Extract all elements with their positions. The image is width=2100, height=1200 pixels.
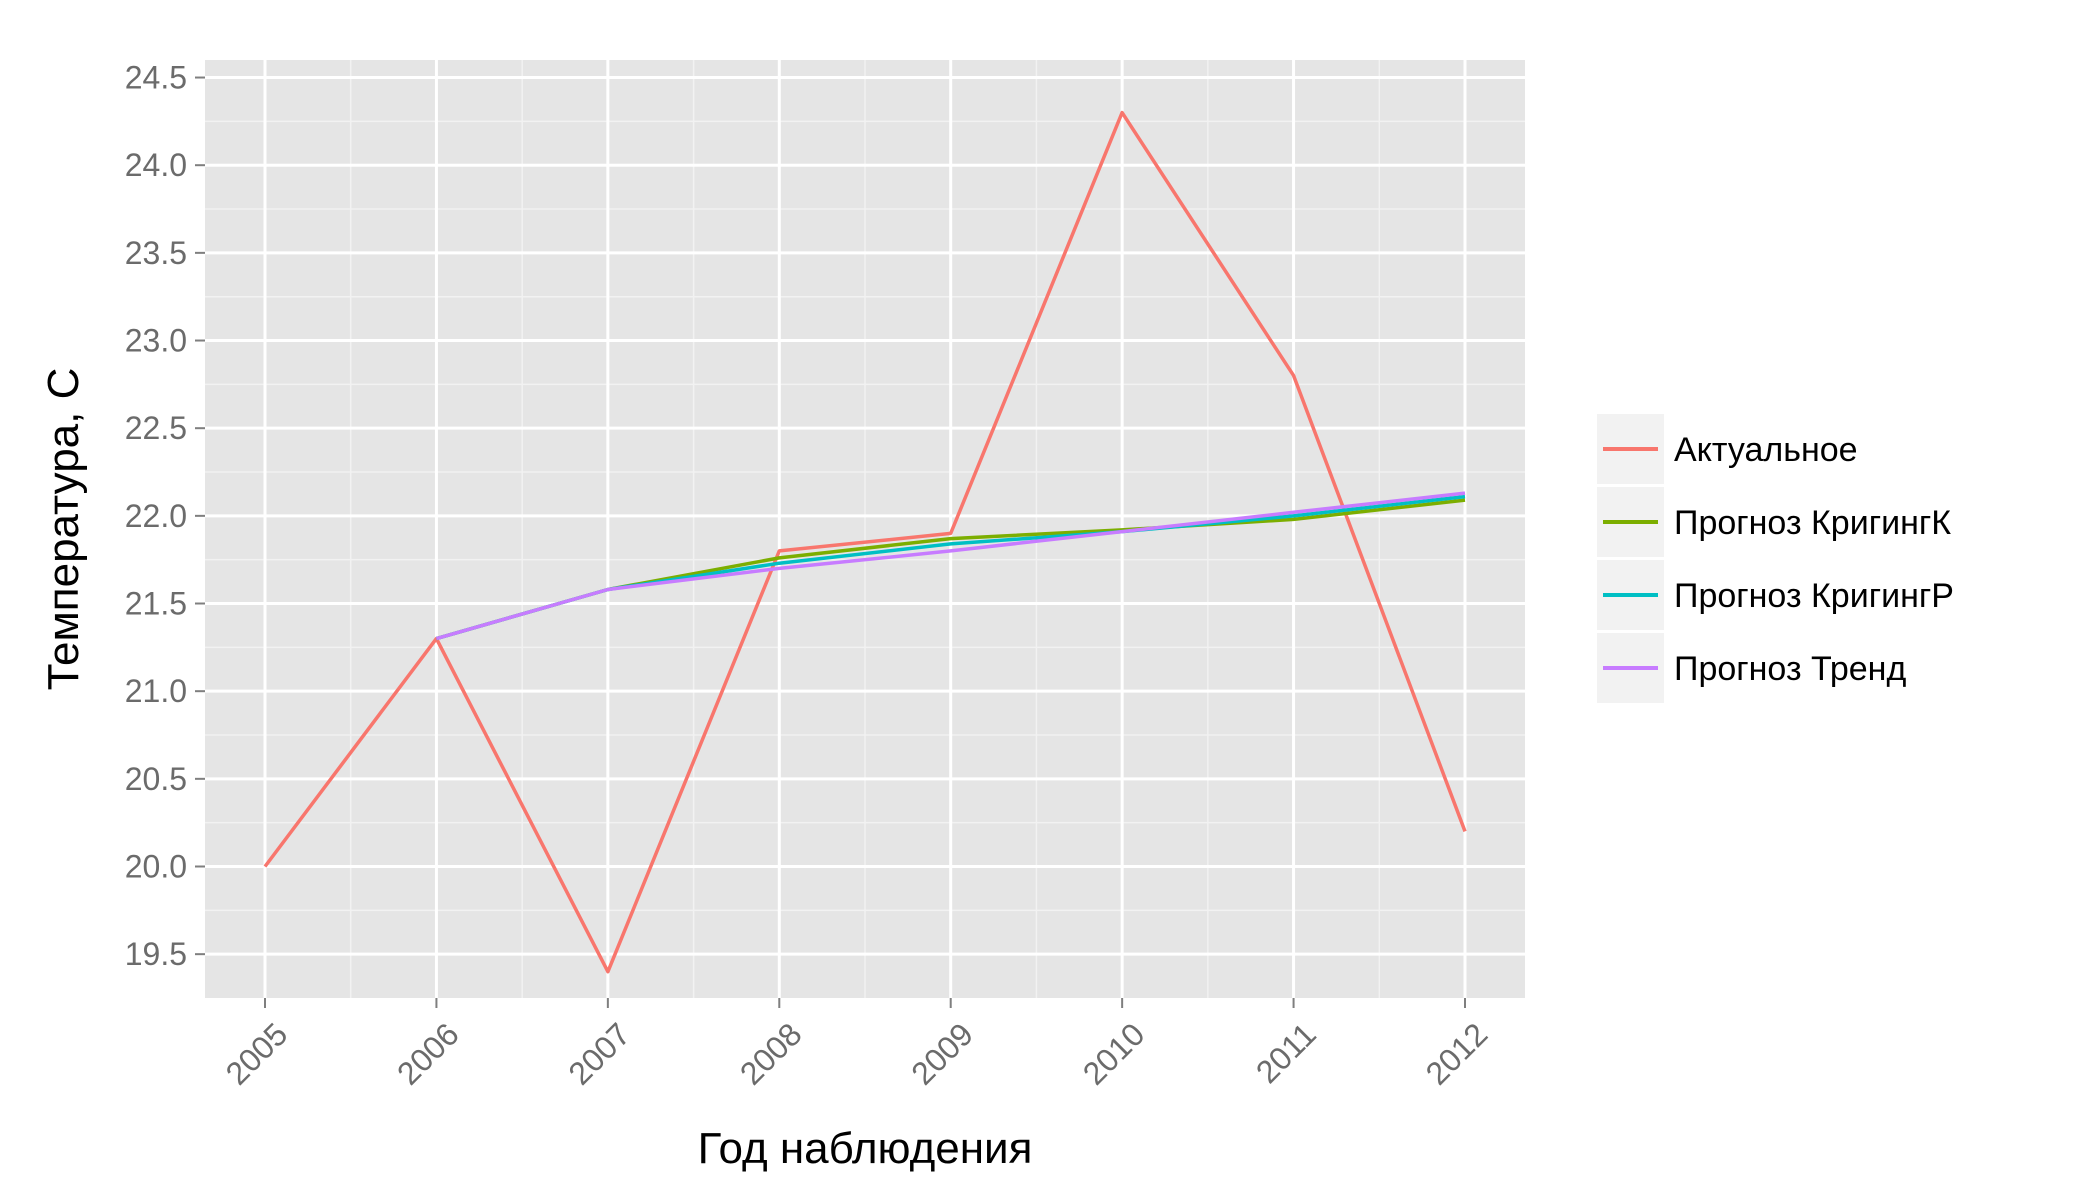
x-tick-label: 2007 — [561, 1016, 637, 1092]
legend-label: Прогноз Тренд — [1674, 650, 1906, 688]
legend-label: Актуальное — [1674, 431, 1858, 469]
y-tick-label: 24.0 — [125, 147, 187, 183]
y-tick-label: 22.0 — [125, 498, 187, 534]
x-tick-label: 2012 — [1419, 1016, 1495, 1092]
y-axis: 19.5 20.0 20.5 21.0 21.5 22.0 22.5 23.0 23.5 24.0… — [125, 60, 205, 972]
y-tick-label: 20.0 — [125, 849, 187, 885]
major-gridlines — [205, 60, 1525, 998]
x-axis-title: Год наблюдения — [698, 1124, 1033, 1173]
series-lines — [263, 110, 1467, 974]
minor-gridlines — [205, 60, 1525, 998]
x-tick-label: 2006 — [390, 1016, 466, 1092]
x-tick-label: 2005 — [219, 1016, 295, 1092]
legend: Актуальное Прогноз КригингК Прогноз Кригин… — [1597, 414, 1954, 703]
y-tick-label: 21.0 — [125, 673, 187, 709]
y-tick-label: 20.5 — [125, 761, 187, 797]
y-tick-label: 19.5 — [125, 936, 187, 972]
legend-label: Прогноз КригингР — [1674, 577, 1954, 615]
x-tick-label: 2008 — [733, 1016, 809, 1092]
legend-label: Прогноз КригингК — [1674, 504, 1951, 542]
series-line-1 — [263, 110, 1467, 974]
series-line-4 — [435, 491, 1466, 641]
x-axis: 2005 2006 2007 2008 2009 2010 2011 2012 — [219, 998, 1495, 1092]
x-tick-label: 2009 — [904, 1016, 980, 1092]
y-tick-label: 23.0 — [125, 323, 187, 359]
y-tick-label: 24.5 — [125, 60, 187, 96]
y-tick-label: 22.5 — [125, 410, 187, 446]
x-tick-label: 2011 — [1249, 1016, 1323, 1090]
y-axis-title: Температура, С — [39, 368, 88, 691]
x-tick-label: 2010 — [1076, 1016, 1152, 1092]
y-tick-label: 21.5 — [125, 586, 187, 622]
y-tick-label: 23.5 — [125, 235, 187, 271]
